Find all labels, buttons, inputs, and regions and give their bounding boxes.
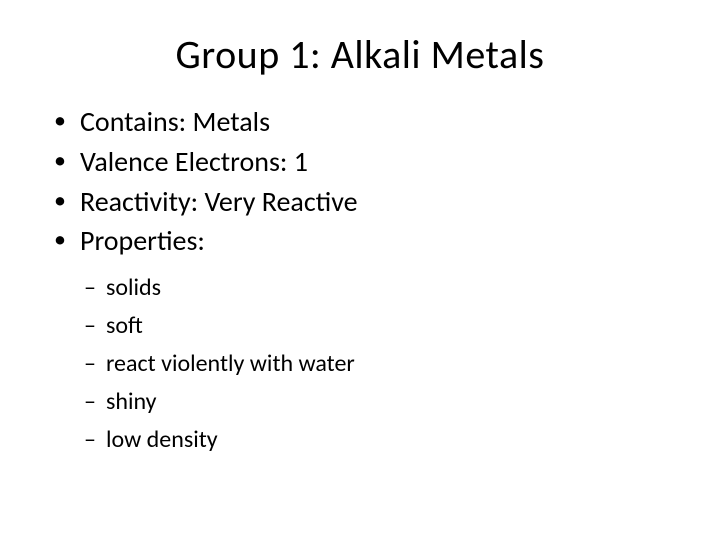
list-item: shiny [84, 384, 680, 420]
list-item: Properties: [50, 222, 680, 260]
sub-bullet-text: soft [106, 311, 143, 340]
slide: Group 1: Alkali Metals Contains: Metals … [0, 0, 720, 540]
main-bullet-list: Contains: Metals Valence Electrons: 1 Re… [40, 103, 680, 260]
bullet-text: Reactivity: Very Reactive [80, 184, 358, 219]
bullet-text: Properties: [80, 223, 205, 258]
sub-bullet-text: shiny [106, 387, 157, 416]
sub-bullet-text: react violently with water [106, 349, 355, 378]
slide-title: Group 1: Alkali Metals [40, 30, 680, 79]
bullet-text: Contains: Metals [80, 104, 270, 139]
list-item: solids [84, 270, 680, 306]
sub-bullet-list: solids soft react violently with water s… [40, 270, 680, 458]
list-item: Valence Electrons: 1 [50, 143, 680, 181]
list-item: Contains: Metals [50, 103, 680, 141]
list-item: low density [84, 422, 680, 458]
list-item: react violently with water [84, 346, 680, 382]
sub-bullet-text: solids [106, 273, 161, 302]
list-item: soft [84, 308, 680, 344]
list-item: Reactivity: Very Reactive [50, 183, 680, 221]
sub-bullet-text: low density [106, 425, 218, 454]
bullet-text: Valence Electrons: 1 [80, 144, 308, 179]
